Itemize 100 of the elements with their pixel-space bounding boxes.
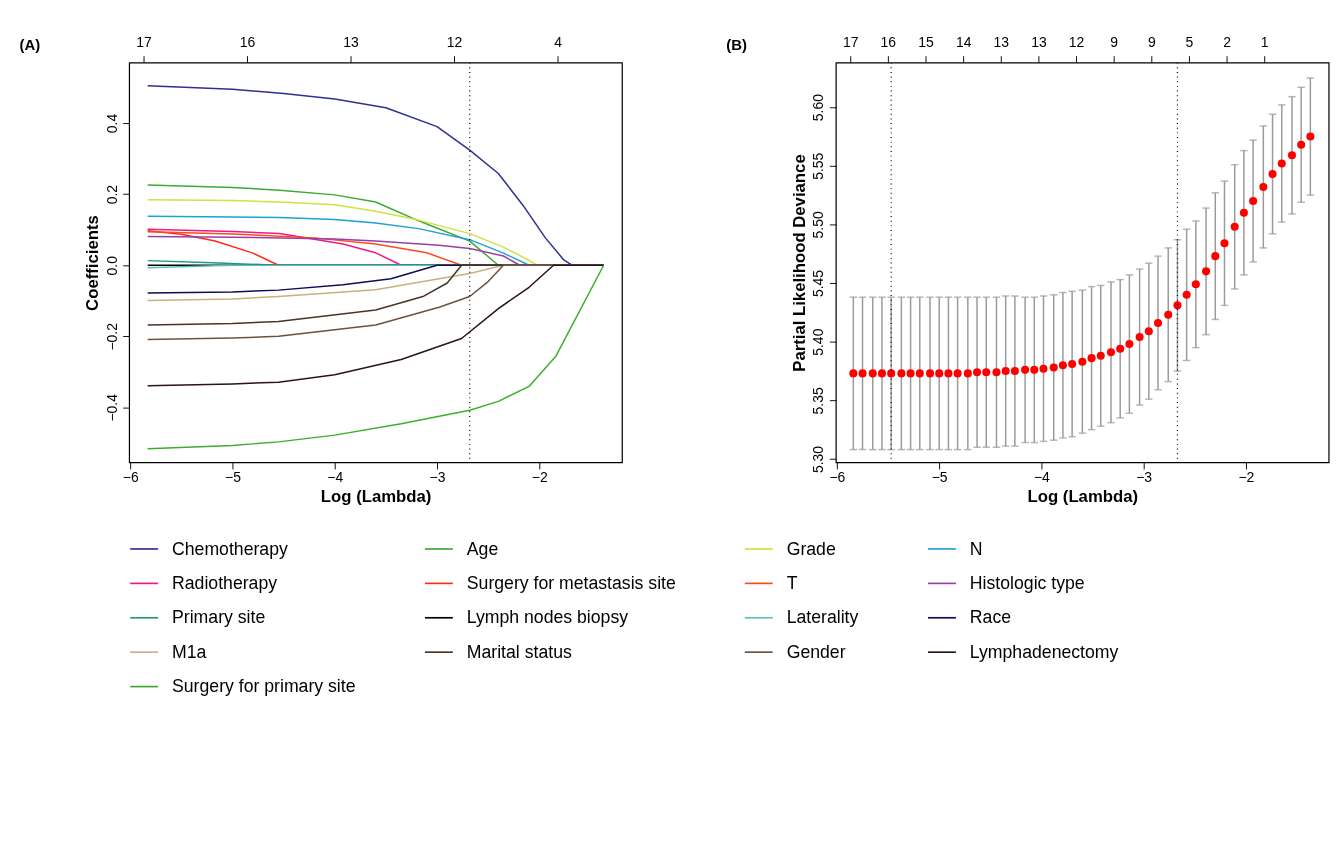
text: 1 (1260, 33, 1269, 50)
text: 5 (1185, 33, 1194, 50)
y-tick-label: 0.4 (103, 113, 120, 134)
text: 13 (343, 33, 360, 50)
x-tick-label: −4 (327, 469, 344, 486)
point (1078, 357, 1087, 366)
text: 17 (136, 33, 153, 50)
point (1249, 197, 1258, 206)
point (1164, 310, 1173, 319)
point (1068, 359, 1077, 369)
point (1306, 132, 1315, 141)
y-tick-label: 5.55 (810, 152, 827, 180)
point (1021, 365, 1030, 374)
point (992, 368, 1001, 377)
point (1202, 267, 1211, 276)
point (1058, 361, 1067, 370)
legend-label: N (969, 538, 983, 559)
x-axis-title: Log (Lambda) (320, 487, 432, 507)
point (1287, 151, 1296, 160)
point (1297, 140, 1306, 149)
point (897, 369, 906, 378)
point (953, 369, 962, 378)
x-tick-label: −4 (1033, 469, 1051, 486)
point (1039, 364, 1048, 373)
x-tick-label: −5 (931, 469, 948, 486)
legend-label: Histologic type (969, 572, 1085, 593)
x-axis-title: Log (Lambda) (1027, 487, 1139, 507)
y-tick-label: 5.30 (810, 445, 827, 474)
text: 14 (955, 33, 972, 50)
text: 16 (880, 33, 897, 50)
point (925, 369, 935, 378)
point (1211, 252, 1220, 261)
legend-label: Grade (786, 538, 836, 559)
point (906, 369, 915, 378)
point (1173, 301, 1182, 310)
point (1135, 333, 1144, 342)
point (1116, 344, 1125, 353)
text: 13 (993, 33, 1010, 50)
point (1277, 159, 1286, 168)
text: 9 (1110, 33, 1119, 50)
point (1153, 318, 1163, 327)
point (1182, 290, 1191, 299)
point (849, 369, 858, 378)
y-tick-label: 5.35 (810, 387, 827, 415)
legend-label: Radiotherapy (172, 572, 278, 593)
text: 2 (1223, 33, 1232, 50)
line-series (146, 264, 605, 450)
point (1125, 340, 1134, 349)
y-tick-label: −0.4 (103, 393, 120, 422)
point (944, 369, 953, 378)
text: 12 (1068, 33, 1085, 50)
legend-label: M1a (172, 641, 207, 662)
y-tick-label: 5.45 (810, 269, 827, 298)
x-tick-label: −2 (531, 469, 548, 486)
y-axis-title: Coefficients (83, 215, 103, 311)
point (1220, 239, 1229, 248)
point (1191, 280, 1200, 289)
legend-label: T (786, 572, 798, 593)
legend-label: Surgery for metastasis site (466, 572, 676, 593)
x-tick-label: −2 (1238, 469, 1255, 486)
legend-label: Lymph nodes biopsy (466, 607, 629, 628)
y-tick-label: 5.60 (810, 93, 827, 122)
legend-label: Lymphadenectomy (969, 641, 1119, 662)
y-tick-label: 0.0 (103, 255, 120, 276)
point (935, 369, 944, 378)
x-tick-label: −3 (1136, 469, 1153, 486)
legend-label: Race (969, 607, 1012, 628)
text: 12 (446, 33, 463, 50)
line-series (146, 264, 605, 387)
legend-label: Gender (786, 641, 846, 662)
point (973, 368, 982, 377)
text: 16 (239, 33, 256, 50)
text: 13 (1031, 33, 1047, 50)
x-tick-label: −6 (122, 469, 139, 486)
point (1010, 367, 1019, 376)
point (915, 369, 924, 378)
text: 15 (918, 33, 934, 50)
y-tick-label: 5.50 (810, 211, 827, 239)
point (887, 369, 896, 378)
point (1049, 363, 1058, 372)
x-tick-label: −6 (829, 469, 846, 486)
legend-label: Primary site (172, 607, 266, 628)
text: 9 (1147, 33, 1156, 50)
point (858, 369, 867, 378)
text: 17 (842, 33, 859, 50)
point (1001, 367, 1010, 376)
point (1096, 351, 1105, 360)
chart-title: (A) (19, 36, 41, 53)
x-tick-label: −5 (225, 469, 242, 486)
point (868, 369, 877, 378)
legend-label: Laterality (786, 607, 859, 628)
text: 4 (554, 33, 563, 50)
point (1268, 170, 1277, 179)
point (877, 369, 886, 378)
point (963, 369, 972, 378)
y-axis-title: Partial Likelihood Deviance (789, 154, 809, 372)
point (1259, 182, 1268, 191)
y-tick-label: 5.40 (810, 328, 827, 356)
point (982, 368, 991, 377)
x-tick-label: −3 (429, 469, 446, 486)
